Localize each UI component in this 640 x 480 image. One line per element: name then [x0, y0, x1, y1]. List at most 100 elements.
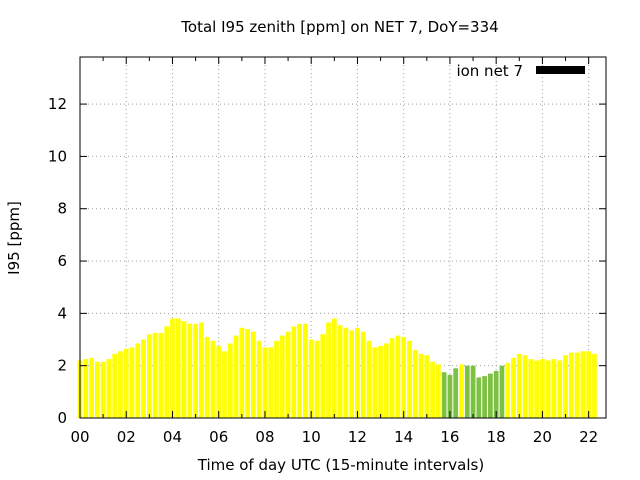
bar: [551, 359, 557, 418]
bar: [366, 340, 372, 418]
bar: [464, 365, 470, 418]
bar: [118, 351, 123, 418]
bar: [476, 377, 482, 418]
bar: [383, 343, 389, 418]
bar: [216, 346, 222, 418]
bar: [557, 360, 563, 418]
bar: [436, 364, 441, 418]
bar: [470, 365, 476, 418]
y-tick-label: 0: [57, 409, 67, 427]
bar: [349, 330, 355, 418]
y-tick-label: 6: [57, 252, 67, 270]
bar: [314, 340, 320, 418]
bar: [337, 325, 343, 418]
x-tick-label: 00: [70, 428, 89, 446]
bar: [100, 361, 106, 418]
bar: [372, 347, 378, 418]
bar: [204, 336, 210, 418]
x-tick-label: 16: [440, 428, 459, 446]
bar: [222, 351, 227, 418]
bar: [522, 355, 528, 418]
bar: [412, 349, 418, 418]
bar: [453, 368, 459, 418]
x-tick-label: 02: [117, 428, 136, 446]
bar: [308, 339, 314, 418]
bar: [279, 335, 285, 418]
bar: [482, 376, 487, 418]
legend: ion net 7: [456, 62, 585, 80]
bar: [574, 352, 580, 418]
bar: [193, 323, 198, 418]
bar: [534, 360, 540, 418]
bar: [516, 353, 522, 418]
bar: [146, 334, 152, 418]
bar: [395, 335, 401, 418]
bar: [540, 359, 545, 418]
bar: [355, 327, 360, 418]
bar: [256, 340, 262, 418]
bar-series: [77, 318, 597, 418]
x-axis-label: Time of day UTC (15-minute intervals): [197, 456, 484, 474]
x-tick-label: 14: [394, 428, 413, 446]
legend-swatch: [536, 66, 585, 74]
x-tick-label: 18: [487, 428, 506, 446]
y-tick-labels: 0 2 4 6 8 10 12: [48, 95, 67, 427]
bar: [505, 363, 511, 418]
bar: [424, 355, 430, 418]
bar: [94, 361, 100, 418]
bar: [303, 323, 308, 418]
bar: [459, 364, 464, 418]
y-tick-label: 2: [57, 357, 67, 375]
bar: [407, 340, 412, 418]
bar: [251, 331, 256, 418]
bar: [227, 343, 233, 418]
bar: [123, 348, 129, 418]
bar: [297, 323, 303, 418]
bar: [360, 331, 366, 418]
bar: [545, 360, 551, 418]
bar: [401, 336, 407, 418]
bar: [89, 357, 94, 418]
x-tick-labels: 00 02 04 06 08 10 12 14 16 18 20 22: [70, 428, 598, 446]
bar: [112, 353, 118, 418]
bar: [389, 338, 395, 418]
bar: [291, 326, 297, 418]
bar: [528, 359, 534, 418]
bar: [343, 327, 349, 418]
bar: [187, 323, 193, 418]
x-tick-label: 10: [302, 428, 321, 446]
x-tick-label: 20: [533, 428, 552, 446]
y-tick-label: 8: [57, 200, 67, 218]
x-tick-label: 22: [579, 428, 598, 446]
plot-frame: [79, 56, 607, 419]
bar: [326, 322, 331, 418]
bar: [592, 353, 597, 418]
bar: [586, 351, 592, 418]
y-tick-label: 10: [48, 147, 67, 165]
bar: [233, 335, 239, 418]
bar: [152, 332, 158, 418]
y-axis-label: I95 [ppm]: [5, 201, 23, 275]
bar: [511, 357, 516, 418]
bar: [141, 339, 146, 418]
bar: [493, 370, 499, 418]
bar: [245, 329, 250, 418]
bar: [499, 365, 505, 418]
bar: [441, 372, 447, 418]
bar: [488, 373, 493, 418]
bar: [129, 347, 135, 418]
bar: [378, 346, 383, 418]
x-tick-label: 08: [255, 428, 274, 446]
grid-lines: [79, 57, 606, 418]
bar: [320, 334, 326, 418]
bar: [563, 355, 568, 418]
bar: [285, 331, 291, 418]
bar: [239, 327, 245, 418]
bar: [268, 347, 274, 418]
bar: [106, 359, 112, 418]
bar: [170, 318, 175, 418]
bar: [430, 361, 435, 418]
bar: [274, 340, 279, 418]
bar: [210, 340, 216, 418]
